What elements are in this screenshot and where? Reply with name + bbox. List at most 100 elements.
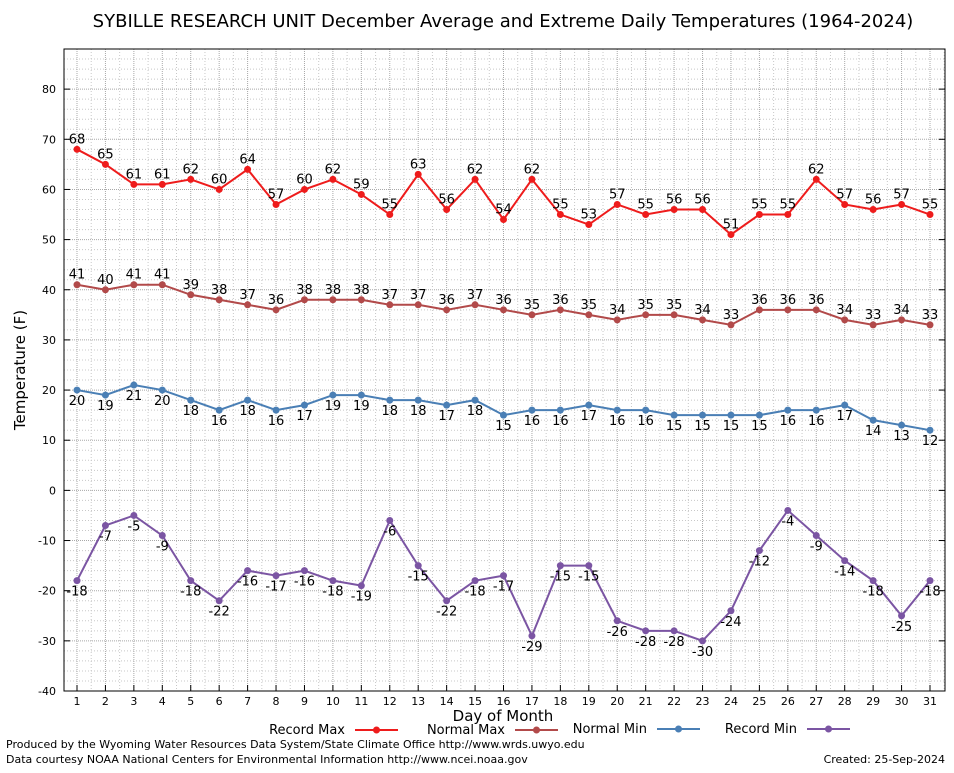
data-point-normal-max: [585, 311, 593, 319]
data-label-normal-max: 40: [97, 273, 114, 288]
data-point-record-min: [585, 562, 593, 570]
data-label-normal-max: 33: [865, 308, 882, 323]
data-label-normal-min: 20: [69, 394, 86, 409]
y-tick-label: -20: [38, 585, 56, 598]
x-tick-label: 25: [752, 695, 766, 708]
y-tick-label: -30: [38, 635, 56, 648]
data-label-normal-max: 36: [552, 293, 569, 308]
data-point-record-min: [414, 562, 422, 570]
data-point-record-min: [101, 521, 109, 529]
data-label-record-min: -15: [408, 570, 429, 585]
x-axis-label: Day of Month: [453, 707, 554, 725]
data-label-normal-max: 37: [381, 288, 398, 303]
data-label-record-max: 60: [296, 172, 313, 187]
data-label-record-max: 62: [325, 162, 342, 177]
y-tick-label: 10: [42, 434, 56, 447]
legend-item-record-max: Record Max: [269, 723, 398, 738]
data-point-normal-max: [755, 306, 763, 314]
data-point-normal-max: [841, 316, 849, 324]
y-tick-label: 20: [42, 384, 56, 397]
data-point-record-max: [500, 216, 507, 224]
data-point-record-max: [585, 221, 593, 229]
data-point-record-max: [556, 211, 564, 219]
x-tick-label: 2: [102, 695, 109, 708]
data-point-normal-min: [357, 391, 365, 399]
data-point-record-min: [272, 572, 280, 580]
data-label-normal-min: 17: [836, 409, 853, 424]
data-label-normal-min: 16: [609, 414, 626, 429]
data-label-normal-min: 12: [922, 434, 939, 449]
data-point-record-min: [443, 597, 451, 605]
data-label-record-min: -18: [919, 585, 940, 600]
data-point-record-min: [898, 612, 906, 620]
data-label-record-min: -30: [692, 645, 713, 660]
data-point-normal-min: [443, 401, 451, 409]
data-point-record-max: [841, 200, 849, 208]
data-label-record-min: -25: [891, 620, 912, 635]
data-point-normal-max: [642, 311, 650, 319]
data-point-normal-max: [215, 296, 223, 304]
data-label-record-max: 56: [865, 193, 882, 208]
data-point-record-max: [699, 206, 707, 213]
data-label-normal-max: 37: [410, 288, 427, 303]
chart-title: SYBILLE RESEARCH UNIT December Average a…: [93, 11, 914, 32]
data-label-record-min: -17: [493, 580, 514, 595]
data-label-record-min: -22: [436, 605, 457, 620]
y-tick-label: 80: [42, 83, 56, 96]
data-label-record-min: -5: [127, 519, 140, 534]
data-point-normal-max: [329, 296, 337, 304]
footer-data-courtesy: Data courtesy NOAA National Centers for …: [6, 753, 528, 766]
series-normal-min: 20 19 21 20 18 16 18 16 17 19 19 18 18 17 18 15 16 16 17 16…: [69, 381, 939, 449]
data-label-record-max: 64: [239, 152, 256, 167]
data-label-record-min: -28: [663, 635, 684, 650]
data-point-record-min: [73, 577, 81, 585]
data-point-normal-max: [443, 306, 451, 314]
x-tick-label: 18: [553, 695, 567, 708]
data-point-normal-min: [101, 391, 109, 399]
plot-frame: [63, 48, 946, 692]
data-point-normal-max: [414, 301, 422, 309]
data-point-normal-min: [784, 406, 792, 414]
data-label-record-max: 62: [467, 162, 484, 177]
data-label-normal-min: 18: [239, 404, 256, 419]
data-point-record-max: [784, 211, 792, 219]
y-tick-label: 60: [42, 183, 56, 196]
data-label-record-min: -18: [322, 585, 343, 600]
x-tick-label: 22: [667, 695, 681, 708]
data-point-normal-max: [670, 311, 678, 319]
legend-label-record-max: Record Max: [269, 723, 345, 738]
data-label-record-max: 61: [154, 167, 171, 182]
data-label-record-min: -16: [237, 575, 258, 590]
data-point-normal-max: [784, 306, 792, 314]
data-point-record-min: [357, 582, 365, 590]
x-tick-label: 7: [244, 695, 251, 708]
data-label-normal-max: 36: [495, 293, 512, 308]
data-label-normal-max: 35: [666, 298, 683, 313]
series-normal-max: 41 40 41 41 39 38 37 36 38 38 38 37 37 36 37 36 35 36 35 34…: [69, 268, 938, 329]
data-point-normal-max: [869, 321, 877, 329]
data-label-record-max: 51: [723, 218, 740, 233]
data-label-record-min: -7: [99, 529, 112, 544]
data-label-normal-max: 35: [581, 298, 598, 313]
data-label-record-min: -15: [578, 570, 599, 585]
data-point-normal-max: [130, 281, 138, 289]
x-tick-label: 4: [159, 695, 166, 708]
data-label-normal-min: 14: [865, 424, 882, 439]
data-point-normal-min: [215, 406, 223, 414]
data-point-normal-max: [812, 306, 820, 314]
x-tick-label: 29: [866, 695, 880, 708]
y-tick-label: -40: [38, 685, 56, 698]
data-point-record-min: [300, 567, 308, 575]
data-point-record-min: [642, 627, 650, 635]
x-tick-label: 13: [411, 695, 425, 708]
legend-item-record-min: Record Min: [725, 722, 850, 737]
data-point-record-max: [898, 200, 906, 208]
data-point-normal-max: [357, 296, 365, 304]
y-tick-label: 50: [42, 234, 56, 247]
data-point-normal-min: [670, 411, 678, 419]
data-label-normal-max: 41: [69, 268, 86, 283]
data-label-record-max: 62: [808, 162, 825, 177]
data-label-record-max: 55: [922, 198, 939, 213]
data-label-normal-max: 36: [268, 293, 285, 308]
